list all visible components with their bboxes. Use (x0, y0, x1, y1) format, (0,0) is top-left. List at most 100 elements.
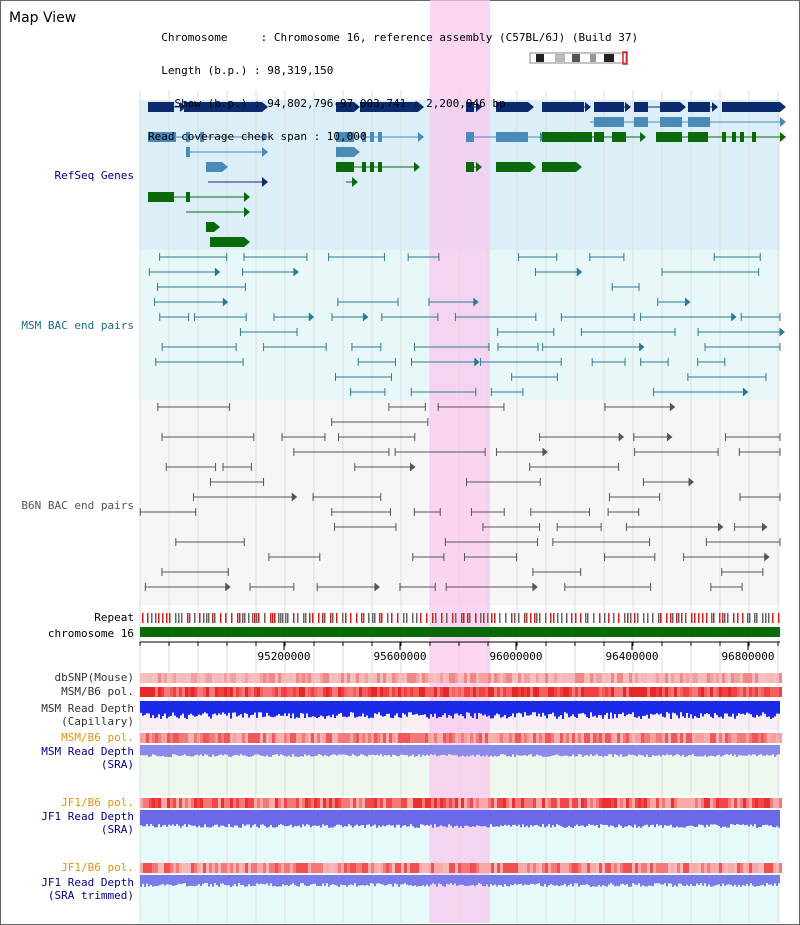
jf1-trimmed-depth-bar (308, 875, 310, 886)
track-label-jf1-b6-pol-2[interactable]: JF1/B6 pol. (61, 861, 134, 874)
msm-b6-pol-cell (344, 687, 347, 697)
msm-capillary-depth-bar (600, 701, 602, 716)
msm-b6-pol-cell (710, 687, 713, 697)
msm-capillary-depth-bar (382, 701, 384, 717)
msm-b6-pol-cell (452, 687, 455, 697)
track-label-b6n-bac[interactable]: B6N BAC end pairs (21, 499, 134, 512)
jf1-sra-depth-bar (266, 810, 268, 828)
msm-b6-pol-cell (557, 687, 560, 697)
jf1-trimmed-depth-bar (178, 875, 180, 884)
repeat-mark (575, 613, 577, 623)
msm-capillary-depth-bar (564, 701, 566, 713)
jf1-trimmed-depth-bar (290, 875, 292, 885)
jf1-b6-pol-2-cell (173, 863, 176, 873)
jf1-b6-pol-cell (386, 798, 389, 808)
gene-exon (722, 132, 726, 142)
msm-capillary-depth-bar (420, 701, 422, 716)
jf1-sra-depth-bar (400, 810, 402, 828)
repeat-mark (280, 613, 282, 623)
jf1-b6-pol-cell (536, 798, 539, 808)
jf1-b6-pol-cell (206, 798, 209, 808)
dbsnp-cell (728, 673, 731, 683)
track-label-jf1-b6-pol[interactable]: JF1/B6 pol. (61, 796, 134, 809)
repeat-mark (231, 613, 233, 623)
repeat-mark (499, 613, 501, 623)
jf1-b6-pol-cell (320, 798, 323, 808)
msm-b6-pol-cell (221, 687, 224, 697)
jf1-sra-depth-bar (340, 810, 342, 826)
msm-sra-depth-bar (402, 745, 404, 755)
jf1-sra-depth-bar (426, 810, 428, 825)
jf1-trimmed-depth-bar (462, 875, 464, 885)
jf1-b6-pol-cell (452, 798, 455, 808)
jf1-b6-pol-2-cell (299, 863, 302, 873)
jf1-sra-depth-bar (756, 810, 758, 828)
msm-b6-pol-2-cell (587, 733, 590, 743)
msm-b6-pol-2-cell (368, 733, 371, 743)
msm-sra-depth-bar (726, 745, 728, 755)
msm-capillary-depth-bar (440, 701, 442, 717)
jf1-b6-pol-2-cell (752, 863, 755, 873)
msm-b6-pol-2-cell (503, 733, 506, 743)
msm-capillary-depth-bar (418, 701, 420, 716)
msm-capillary-depth-bar (376, 701, 378, 715)
msm-capillary-depth-bar (314, 701, 316, 717)
jf1-b6-pol-2-cell (311, 863, 314, 873)
msm-b6-pol-2-cell (689, 733, 692, 743)
jf1-b6-pol-cell (434, 798, 437, 808)
jf1-b6-pol-2-cell (710, 863, 713, 873)
jf1-b6-pol-2-cell (620, 863, 623, 873)
jf1-b6-pol-2-cell (677, 863, 680, 873)
msm-sra-depth-bar (142, 745, 144, 756)
track-label-msm-b6-pol[interactable]: MSM/B6 pol. (61, 685, 134, 698)
gene-exon (496, 162, 530, 172)
dbsnp-cell (611, 673, 614, 683)
msm-sra-depth-bar (310, 745, 312, 757)
msm-sra-depth-bar (162, 745, 164, 756)
repeat-mark (571, 613, 573, 623)
jf1-b6-pol-2-cell (644, 863, 647, 873)
msm-b6-pol-2-cell (374, 733, 377, 743)
jf1-sra-depth-bar (778, 810, 780, 828)
track-label-msm-depth-capillary[interactable]: MSM Read Depth (Capillary) (0, 702, 134, 728)
track-label-refseq[interactable]: RefSeq Genes (54, 169, 134, 182)
jf1-sra-depth-bar (630, 810, 632, 826)
track-label-msm-b6-pol-2[interactable]: MSM/B6 pol. (61, 731, 134, 744)
track-label-msm-depth-sra[interactable]: MSM Read Depth (SRA) (0, 745, 134, 771)
msm-capillary-depth-bar (378, 701, 380, 713)
jf1-sra-depth-bar (212, 810, 214, 827)
track-label-repeat[interactable]: Repeat (94, 611, 134, 624)
jf1-sra-depth-bar (644, 810, 646, 826)
jf1-b6-pol-2-cell (575, 863, 578, 873)
dbsnp-cell (383, 673, 386, 683)
dbsnp-cell (626, 673, 629, 683)
jf1-b6-pol-cell (725, 798, 728, 808)
msm-b6-pol-cell (434, 687, 437, 697)
msm-sra-depth-bar (536, 745, 538, 755)
msm-capillary-depth-bar (394, 701, 396, 716)
msm-sra-depth-bar (462, 745, 464, 756)
track-label-jf1-depth-trimmed[interactable]: JF1 Read Depth (SRA trimmed) (0, 876, 134, 902)
msm-sra-depth-bar (682, 745, 684, 755)
jf1-b6-pol-cell (314, 798, 317, 808)
jf1-trimmed-depth-bar (776, 875, 778, 887)
msm-sra-depth-bar (188, 745, 190, 756)
track-label-msm-bac[interactable]: MSM BAC end pairs (21, 319, 134, 332)
msm-capillary-depth-bar (732, 701, 734, 714)
jf1-b6-pol-cell (431, 798, 434, 808)
track-label-dbsnp[interactable]: dbSNP(Mouse) (54, 671, 134, 684)
msm-b6-pol-2-cell (311, 733, 314, 743)
msm-b6-pol-2-cell (539, 733, 542, 743)
msm-capillary-depth-bar (638, 701, 640, 717)
jf1-trimmed-depth-bar (382, 875, 384, 885)
track-label-jf1-depth-sra[interactable]: JF1 Read Depth (SRA) (0, 810, 134, 836)
jf1-sra-depth-bar (752, 810, 754, 827)
dbsnp-cell (212, 673, 215, 683)
jf1-b6-pol-2-cell (200, 863, 203, 873)
msm-capillary-depth-bar (770, 701, 772, 719)
jf1-sra-depth-bar (562, 810, 564, 828)
jf1-trimmed-depth-bar (264, 875, 266, 885)
msm-b6-pol-2-cell (518, 733, 521, 743)
msm-b6-pol-cell (350, 687, 353, 697)
